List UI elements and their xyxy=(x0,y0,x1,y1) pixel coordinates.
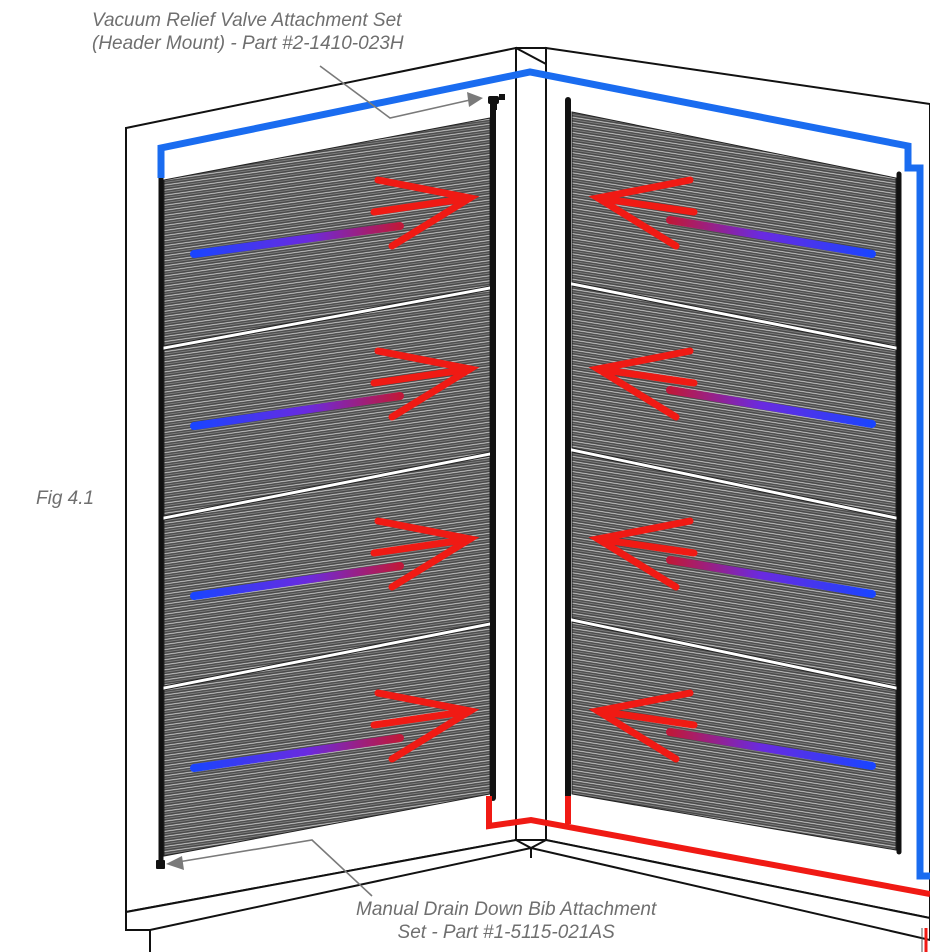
flow-indicator xyxy=(190,176,480,258)
drain-bib-callout-line1: Manual Drain Down Bib Attachment xyxy=(356,899,657,920)
flow-indicator xyxy=(588,176,876,258)
temperature-gradient-bar xyxy=(190,562,404,600)
flow-arrow-shaft xyxy=(370,365,474,387)
temperature-gradient-bar xyxy=(666,556,876,598)
headers xyxy=(158,97,902,865)
right-collector-panel xyxy=(571,621,897,851)
return-pipe xyxy=(486,796,930,897)
drain-bib-icon xyxy=(156,860,165,869)
flow-arrow-shaft xyxy=(594,707,698,729)
vacuum-relief-valve-icon xyxy=(488,94,505,110)
drain-bib-callout-line2: Set - Part #1-5115-021AS xyxy=(397,922,615,943)
flow-indicator xyxy=(588,689,876,770)
flow-arrow-head xyxy=(374,176,480,250)
left-eave xyxy=(125,838,534,931)
flow-indicator xyxy=(190,517,480,600)
drain-bib-leader xyxy=(177,839,373,897)
temperature-gradient-bar xyxy=(190,222,404,258)
flow-arrow-shaft xyxy=(370,194,474,216)
flow-arrow-head xyxy=(588,517,694,591)
flow-indicator xyxy=(588,347,876,428)
temperature-gradient-bar xyxy=(190,734,404,772)
vacuum-valve-leader xyxy=(319,65,471,119)
flow-arrow-head xyxy=(588,347,694,421)
temperature-gradient-bar xyxy=(666,386,876,428)
flow-arrow-head xyxy=(588,176,694,250)
vacuum-valve-callout-line2: (Header Mount) - Part #2-1410-023H xyxy=(92,33,404,54)
flow-indicator xyxy=(588,517,876,598)
drain-bib-callout: Manual Drain Down Bib Attachment Set - P… xyxy=(356,898,656,944)
vacuum-valve-callout: Vacuum Relief Valve Attachment Set (Head… xyxy=(92,9,404,55)
temperature-gradient-bar xyxy=(666,216,876,258)
vacuum-valve-arrowhead xyxy=(467,92,483,107)
flow-arrow-head xyxy=(374,347,480,421)
flow-arrow-head xyxy=(374,689,480,763)
flow-arrow-head xyxy=(374,517,480,591)
flow-arrow-shaft xyxy=(370,535,474,557)
supply-pipe xyxy=(157,68,930,880)
flow-arrow-shaft xyxy=(594,365,698,387)
corner-post xyxy=(515,47,547,841)
right-eave xyxy=(528,838,930,942)
vacuum-valve-callout-line1: Vacuum Relief Valve Attachment Set xyxy=(92,10,402,31)
flow-indicator xyxy=(190,689,480,772)
callout-leaders xyxy=(166,65,483,897)
temperature-gradient-bar xyxy=(190,392,404,430)
figure-label: Fig 4.1 xyxy=(36,488,95,509)
flow-arrow-shaft xyxy=(594,535,698,557)
flow-indicator xyxy=(190,347,480,430)
flow-arrow-head xyxy=(588,689,694,763)
drain-bib-arrowhead xyxy=(166,856,184,870)
flow-arrow-shaft xyxy=(370,707,474,729)
flow-arrows xyxy=(190,176,876,772)
flow-arrow-shaft xyxy=(594,194,698,216)
temperature-gradient-bar xyxy=(666,728,876,770)
